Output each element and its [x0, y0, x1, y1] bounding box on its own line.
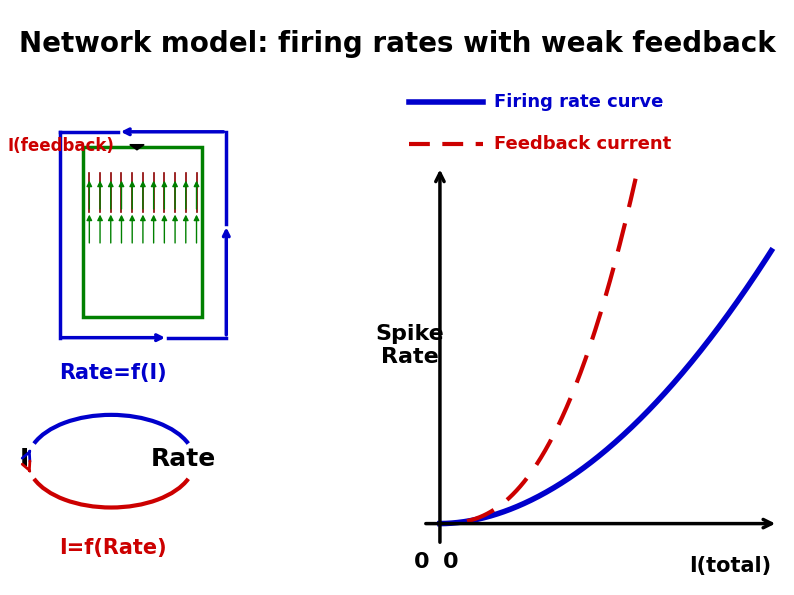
- Text: Rate=f(I): Rate=f(I): [60, 363, 168, 383]
- Text: Network model: firing rates with weak feedback: Network model: firing rates with weak fe…: [18, 30, 776, 58]
- Text: 0: 0: [414, 552, 429, 572]
- Text: I: I: [20, 447, 29, 471]
- Text: I=f(Rate): I=f(Rate): [60, 538, 168, 558]
- Bar: [83, 147, 202, 317]
- Text: Feedback current: Feedback current: [494, 135, 672, 154]
- Text: Spike
Rate: Spike Rate: [375, 324, 444, 367]
- Polygon shape: [130, 145, 145, 150]
- Text: I(feedback): I(feedback): [8, 137, 115, 155]
- Text: Firing rate curve: Firing rate curve: [494, 93, 664, 111]
- Text: I(total): I(total): [689, 556, 771, 576]
- Text: Rate: Rate: [151, 447, 216, 471]
- Text: 0: 0: [443, 552, 459, 572]
